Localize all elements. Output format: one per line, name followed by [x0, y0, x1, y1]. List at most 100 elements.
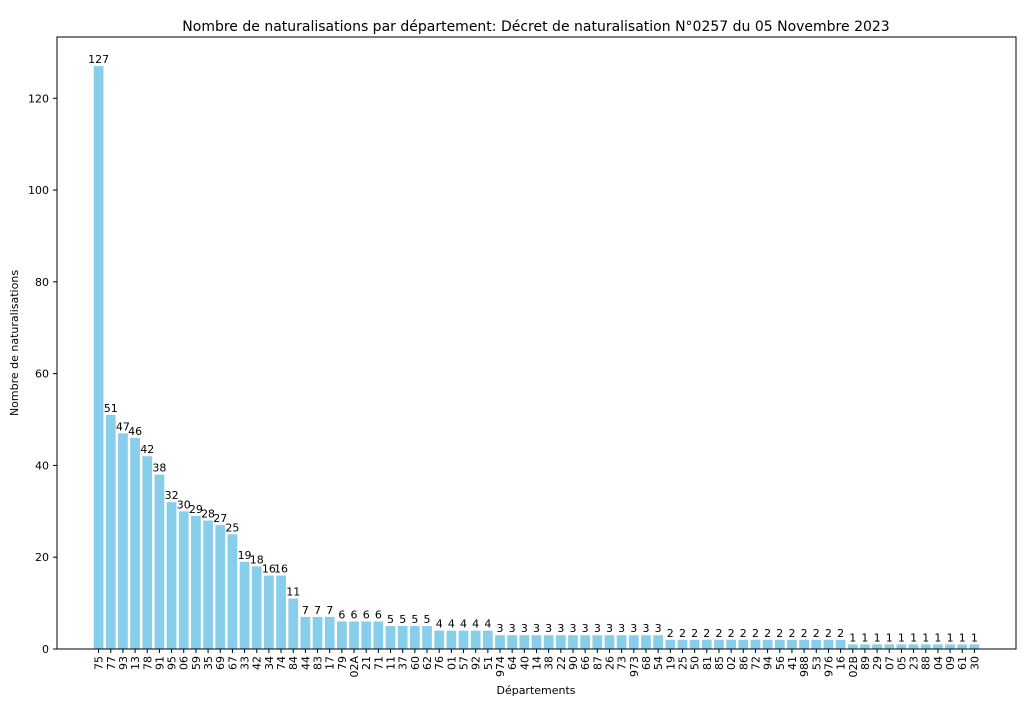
x-tick-label-988: 988	[798, 656, 811, 677]
x-tick-label-02A: 02A	[348, 656, 361, 678]
x-tick-label-56: 56	[774, 656, 787, 670]
bar-69	[215, 525, 226, 649]
bar-38	[543, 635, 554, 649]
bar-974	[495, 635, 505, 649]
bar-label-84: 11	[286, 586, 300, 599]
bar-02	[726, 639, 736, 649]
x-tick-label-85: 85	[713, 656, 726, 670]
bar-label-35: 28	[201, 507, 215, 520]
bar-label-02B: 1	[849, 631, 856, 644]
bar-01	[446, 630, 457, 649]
x-tick-label-26: 26	[603, 656, 616, 670]
bar-label-38: 3	[545, 622, 552, 635]
bar-21	[361, 621, 372, 649]
x-tick-label-73: 73	[616, 656, 629, 670]
bar-label-02: 2	[728, 627, 735, 640]
bar-label-74: 16	[274, 563, 288, 576]
x-tick-label-30: 30	[968, 656, 981, 670]
bar-56	[774, 639, 785, 649]
x-tick-label-66: 66	[579, 656, 592, 670]
x-tick-label-44: 44	[299, 656, 312, 670]
y-axis: 0 20 40 60 80 100 120	[28, 92, 57, 656]
bar-label-973: 3	[630, 622, 637, 635]
bar-71	[373, 621, 384, 649]
x-tick-label-57: 57	[458, 656, 471, 670]
x-tick-label-89: 89	[859, 656, 872, 670]
bar-label-71: 6	[375, 608, 382, 621]
x-tick-label-71: 71	[372, 656, 385, 670]
bar-label-68: 3	[642, 622, 649, 635]
bar-label-75: 127	[88, 53, 109, 66]
x-tick-label-23: 23	[908, 656, 921, 670]
bar-label-13: 46	[128, 425, 142, 438]
bar-label-89: 1	[861, 631, 868, 644]
bar-976	[823, 639, 834, 649]
bar-33	[239, 561, 250, 649]
bar-label-44: 7	[302, 604, 309, 617]
bar-label-60: 5	[411, 613, 418, 626]
bar-67	[227, 534, 238, 649]
x-tick-label-19: 19	[664, 656, 677, 670]
x-tick-label-16: 16	[835, 656, 848, 670]
bar-78	[142, 456, 153, 649]
bar-label-41: 2	[788, 627, 795, 640]
bar-19	[665, 639, 676, 649]
bar-04	[933, 644, 943, 649]
bar-02A	[349, 621, 359, 649]
x-tick-label-42: 42	[251, 656, 264, 670]
x-tick-label-75: 75	[93, 656, 106, 670]
bar-label-94: 2	[764, 627, 771, 640]
y-tick-label-20: 20	[35, 551, 49, 564]
x-tick-label-91: 91	[153, 656, 166, 670]
x-tick-label-78: 78	[141, 656, 154, 670]
bar-988	[799, 639, 809, 649]
bar-label-81: 2	[703, 627, 710, 640]
x-tick-label-53: 53	[810, 656, 823, 670]
x-tick-label-59: 59	[190, 656, 203, 670]
bar-label-06: 30	[177, 498, 191, 511]
bar-label-76: 4	[436, 618, 443, 631]
bar-86	[738, 639, 749, 649]
x-tick-label-973: 973	[628, 656, 641, 677]
bar-02B	[847, 644, 858, 649]
x-tick-label-02B: 02B	[847, 656, 860, 678]
bar-label-85: 2	[715, 627, 722, 640]
x-tick-label-62: 62	[421, 656, 434, 670]
bar-label-23: 1	[910, 631, 917, 644]
bar-35	[203, 520, 213, 649]
bar-label-37: 5	[399, 613, 406, 626]
bar-label-14: 3	[533, 622, 540, 635]
x-tick-label-87: 87	[591, 656, 604, 670]
bar-07	[884, 644, 895, 649]
bar-83	[312, 616, 323, 649]
x-tick-label-93: 93	[117, 656, 130, 670]
y-tick-label-120: 120	[28, 92, 49, 105]
x-tick-label-61: 61	[956, 656, 969, 670]
bar-label-50: 2	[691, 627, 698, 640]
bar-label-22: 3	[557, 622, 564, 635]
bar-label-78: 42	[140, 443, 154, 456]
bar-label-976: 2	[825, 627, 832, 640]
bar-label-56: 2	[776, 627, 783, 640]
bar-label-25: 2	[679, 627, 686, 640]
bar-25	[677, 639, 688, 649]
bar-label-93: 47	[116, 420, 130, 433]
bar-44	[300, 616, 311, 649]
x-tick-label-33: 33	[239, 656, 252, 670]
bar-label-90: 3	[569, 622, 576, 635]
bar-81	[701, 639, 712, 649]
bar-37	[397, 626, 408, 649]
bar-89	[860, 644, 870, 649]
bar-label-17: 7	[326, 604, 333, 617]
bar-29	[872, 644, 882, 649]
bar-41	[787, 639, 797, 649]
x-tick-label-974: 974	[494, 656, 507, 677]
bar-label-59: 29	[189, 503, 203, 516]
x-tick-label-37: 37	[397, 656, 410, 670]
x-tick-label-74: 74	[275, 656, 288, 670]
bar-16	[835, 639, 846, 649]
chart-title: Nombre de naturalisations par départemen…	[182, 19, 889, 35]
bar-label-91: 38	[152, 462, 166, 475]
bar-73	[616, 635, 627, 649]
